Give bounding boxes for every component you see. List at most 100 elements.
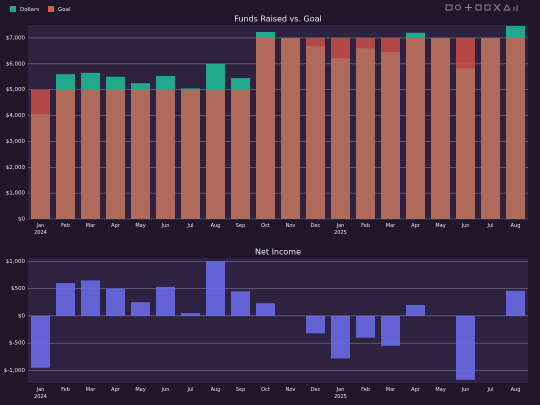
x-tick-label: Sep: [236, 223, 245, 229]
legend-swatch: [10, 6, 16, 12]
x-tick-line: May: [135, 223, 145, 229]
x-tick-label: Mar: [86, 387, 96, 393]
x-tick-line: Apr: [411, 223, 421, 229]
x-tick-line: Jun: [161, 223, 170, 229]
x-tick-line: Feb: [61, 387, 70, 393]
x-tick-line: Dec: [311, 387, 321, 393]
modebar[interactable]: [445, 3, 518, 12]
x-tick-line: Mar: [386, 387, 396, 393]
plotly-icon[interactable]: [513, 5, 518, 11]
x-tick-line: Jun: [161, 387, 170, 393]
bar: [181, 313, 200, 316]
x-tick-label: Jan 2025: [334, 387, 347, 400]
x-tick-label: May: [135, 387, 145, 393]
x-tick-line: 2025: [334, 230, 347, 236]
y-tick-label: $1,000: [6, 191, 26, 197]
bar: [56, 283, 75, 316]
legend-swatch: [48, 6, 54, 12]
x-tick-label: Feb: [61, 387, 70, 393]
x-tick-line: Jan: [336, 387, 345, 393]
x-tick-label: Mar: [386, 223, 396, 229]
bar: [81, 280, 100, 316]
bar: [331, 315, 350, 359]
bar: [106, 288, 125, 316]
x-tick-line: 2024: [34, 230, 47, 236]
bar: [131, 302, 150, 316]
x-tick-line: 2024: [34, 394, 47, 400]
bar: [431, 37, 450, 219]
x-tick-label: Jan 2025: [334, 223, 347, 236]
x-tick-label: Nov: [286, 387, 296, 393]
bar: [56, 89, 75, 220]
bar: [231, 89, 250, 220]
x-tick-label: Oct: [261, 387, 270, 393]
x-tick-label: Feb: [61, 223, 70, 229]
x-tick-line: Aug: [511, 387, 521, 393]
x-tick-line: Apr: [111, 387, 121, 393]
camera-icon[interactable]: [445, 4, 453, 11]
x-tick-line: Apr: [111, 223, 121, 229]
x-tick-line: Jul: [186, 387, 193, 393]
bar: [181, 89, 200, 220]
bar: [356, 315, 375, 338]
x-tick-line: Dec: [311, 223, 321, 229]
x-tick-label: Apr: [411, 223, 421, 229]
legend-label: Dollars: [20, 7, 39, 13]
y-tick-label: $1,000: [6, 259, 26, 265]
zoom-in-icon[interactable]: [475, 4, 482, 11]
x-tick-label: Jan 2024: [34, 387, 47, 400]
x-tick-line: Mar: [386, 223, 396, 229]
pan-icon[interactable]: [465, 4, 472, 11]
x-tick-label: Aug: [511, 387, 521, 393]
x-tick-label: Aug: [211, 223, 221, 229]
x-tick-label: Dec: [311, 223, 321, 229]
x-tick-label: Feb: [361, 387, 370, 393]
x-tick-line: Jul: [486, 387, 493, 393]
x-tick-line: Jun: [461, 223, 470, 229]
x-tick-label: Apr: [111, 223, 121, 229]
y-tick-label: $500: [11, 286, 25, 292]
x-tick-label: Mar: [86, 223, 96, 229]
x-tick-label: Feb: [361, 223, 370, 229]
y-tick-label: $-1,000: [4, 368, 26, 374]
x-tick-label: Jul: [486, 223, 493, 229]
home-icon[interactable]: [503, 4, 511, 11]
bar: [281, 37, 300, 219]
bar: [81, 89, 100, 220]
zoom-out-icon[interactable]: [484, 4, 491, 11]
x-tick-line: Jul: [486, 223, 493, 229]
x-tick-line: Nov: [286, 223, 296, 229]
x-tick-line: Aug: [511, 223, 521, 229]
legend-label: Goal: [58, 7, 71, 13]
zoom-icon[interactable]: [455, 4, 461, 11]
x-tick-label: Jul: [486, 387, 493, 393]
bar: [106, 89, 125, 220]
bar: [506, 290, 525, 316]
bar: [206, 89, 225, 220]
x-tick-line: Feb: [361, 223, 370, 229]
x-tick-label: Jun: [161, 387, 170, 393]
bar: [381, 37, 400, 219]
autoscale-icon[interactable]: [493, 3, 501, 12]
y-tick-label: $0: [18, 217, 25, 223]
x-tick-line: Aug: [211, 223, 221, 229]
bar: [306, 315, 325, 334]
x-tick-line: Sep: [236, 223, 245, 229]
y-tick-label: $-500: [9, 341, 25, 347]
bar: [131, 89, 150, 220]
y-tick-label: $4,000: [6, 113, 26, 119]
bar: [456, 315, 475, 380]
x-tick-label: Aug: [211, 387, 221, 393]
y-tick-label: $2,000: [6, 165, 26, 171]
x-tick-line: May: [435, 387, 445, 393]
x-tick-label: Jun: [461, 387, 470, 393]
x-tick-line: Sep: [236, 387, 245, 393]
bar: [231, 291, 250, 316]
bar: [331, 37, 350, 219]
x-tick-label: Jan 2024: [34, 223, 47, 236]
x-tick-line: Oct: [261, 387, 270, 393]
x-tick-label: Sep: [236, 387, 245, 393]
x-tick-label: Aug: [511, 223, 521, 229]
bar: [356, 37, 375, 219]
